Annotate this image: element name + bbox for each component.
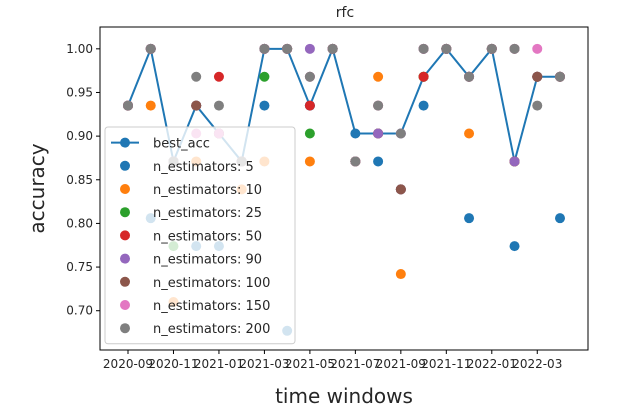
series-3-point (304, 100, 315, 111)
legend-best-acc-marker (120, 137, 130, 148)
series-1-point (304, 156, 315, 167)
series-0-point (259, 100, 270, 111)
x-tick-label: 2021-07 (330, 357, 380, 371)
chart-title: rfc (336, 5, 354, 21)
legend-label: n_estimators: 10 (153, 183, 262, 198)
series-7-point (259, 43, 270, 54)
series-0-point (509, 241, 520, 252)
y-axis-ticks: 0.70 0.75 0.80 0.85 0.90 0.95 1.00 (66, 42, 100, 318)
legend-label: n_estimators: 200 (153, 322, 270, 337)
y-tick-label: 0.85 (66, 173, 93, 187)
series-7-point (441, 43, 452, 54)
legend: best_acc n_estimators: 5 n_estimators: 10 n… (104, 126, 296, 345)
y-tick-label: 0.80 (66, 216, 93, 230)
series-1-point (145, 100, 156, 111)
series-7-point (486, 43, 497, 54)
legend-marker (120, 160, 130, 171)
series-3-point (418, 71, 429, 82)
x-tick-label: 2021-01 (194, 357, 244, 371)
legend-marker (120, 184, 130, 194)
series-0-point (418, 100, 429, 111)
series-7-point (418, 43, 429, 54)
y-tick-label: 0.95 (66, 85, 93, 99)
series-1-point (395, 269, 406, 280)
plot-frame (99, 26, 589, 351)
legend-label: n_estimators: 50 (153, 229, 262, 244)
series-7-point (350, 156, 361, 167)
series-7-point (373, 100, 384, 111)
x-tick-label: 2021-03 (239, 357, 289, 371)
legend-marker (120, 300, 130, 310)
series-7-point (555, 71, 565, 82)
series-7-point (395, 128, 406, 139)
series-0-point (464, 213, 475, 224)
series-7-point (509, 43, 520, 54)
legend-marker (120, 276, 130, 287)
legend-label: n_estimators: 150 (153, 299, 270, 314)
series-2-point (304, 128, 315, 139)
x-tick-label: 2020-11 (148, 357, 198, 371)
series-7-point (532, 100, 543, 111)
series-6-point (532, 43, 543, 54)
series-3-point (213, 71, 224, 82)
series-7-point (464, 71, 475, 82)
series-5-point (532, 71, 543, 82)
series-7-point (145, 43, 156, 54)
x-tick-label: 2022-01 (467, 357, 517, 371)
legend-marker (120, 207, 130, 218)
y-tick-label: 0.70 (66, 304, 93, 318)
legend-label: n_estimators: 100 (153, 276, 270, 291)
x-tick-label: 2022-03 (512, 357, 562, 371)
x-tick-label: 2020-09 (103, 357, 153, 371)
y-tick-label: 0.90 (66, 129, 93, 143)
series-7-point (304, 71, 315, 82)
legend-label: n_estimators: 90 (153, 253, 262, 268)
series-0-point (555, 213, 565, 224)
series-7-point (191, 71, 202, 82)
x-tick-label: 2021-09 (376, 357, 426, 371)
legend-box (104, 126, 296, 345)
y-tick-label: 0.75 (66, 260, 93, 274)
legend-marker (120, 323, 130, 334)
series-7-point (123, 100, 133, 111)
legend-label: n_estimators: 25 (153, 206, 262, 221)
y-tick-label: 1.00 (66, 42, 93, 56)
series-5-point (191, 100, 202, 111)
series-4-point (373, 128, 384, 139)
best-acc-point (350, 128, 361, 139)
legend-label: best_acc (153, 137, 210, 152)
series-7-point (213, 100, 224, 111)
series-4-point (304, 43, 315, 54)
series-1-point (373, 71, 384, 82)
series-5-point (395, 184, 406, 195)
x-axis-ticks: 2020-092020-112021-012021-032021-052021-… (103, 350, 562, 371)
series-0-point (373, 156, 384, 167)
x-tick-label: 2021-11 (421, 357, 471, 371)
series-1-point (464, 128, 475, 139)
series-4-point (509, 156, 520, 167)
series-7-point (327, 43, 338, 54)
best-acc-line (127, 45, 560, 165)
series-7-point (282, 43, 293, 54)
legend-marker (120, 230, 130, 241)
x-tick-label: 2021-05 (285, 357, 335, 371)
legend-marker (120, 253, 130, 264)
y-axis-label: accuracy (25, 143, 49, 233)
x-axis-label: time windows (275, 384, 413, 408)
legend-label: n_estimators: 5 (153, 160, 254, 175)
series-2-point (259, 71, 270, 82)
